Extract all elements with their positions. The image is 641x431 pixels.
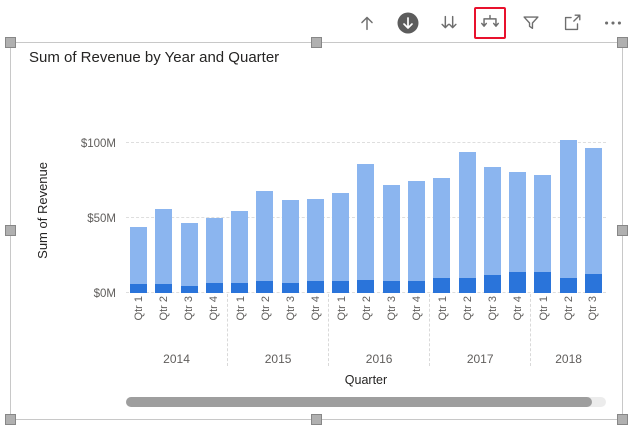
bar[interactable] (332, 192, 350, 293)
bar[interactable] (584, 147, 602, 293)
y-tick-label: $50M (87, 213, 116, 225)
bar-group-2018 (530, 128, 606, 293)
year-label: 2016 (365, 352, 393, 366)
bar[interactable] (231, 210, 249, 293)
focus-mode-icon[interactable] (556, 7, 588, 39)
label-group-2016: Qtr 1 Qtr 2 Qtr 3 Qtr 4 2016 (328, 294, 429, 366)
resize-handle-w[interactable] (5, 225, 16, 236)
resize-handle-e[interactable] (617, 225, 628, 236)
bar[interactable] (281, 200, 299, 293)
bar[interactable] (559, 140, 577, 293)
filter-icon[interactable] (515, 7, 547, 39)
plot-area: $0M $50M $100M (81, 128, 606, 300)
x-tick-label: Qtr 4 (511, 296, 524, 321)
resize-handle-s[interactable] (310, 414, 322, 425)
expand-all-down-one-level-icon[interactable] (474, 7, 506, 39)
bar[interactable] (458, 152, 476, 293)
x-tick-label: Qtr 3 (587, 296, 600, 321)
x-tick-label: Qtr 2 (259, 296, 272, 321)
bar[interactable] (155, 209, 173, 293)
x-tick-label: Qtr 4 (208, 296, 221, 321)
drill-up-icon[interactable] (351, 7, 383, 39)
resize-handle-nw[interactable] (5, 37, 16, 48)
bar[interactable] (180, 222, 198, 293)
bar[interactable] (306, 198, 324, 293)
year-label: 2014 (163, 352, 190, 366)
bar[interactable] (357, 164, 375, 293)
label-group-2015: Qtr 1 Qtr 2 Qtr 3 Qtr 4 2015 (227, 294, 328, 366)
year-label: 2018 (555, 352, 582, 366)
x-tick-label: Qtr 2 (461, 296, 474, 321)
resize-handle-n[interactable] (310, 37, 322, 48)
resize-handle-ne[interactable] (617, 37, 628, 48)
x-tick-label: Qtr 2 (157, 296, 170, 321)
bars-layer (126, 128, 606, 293)
x-tick-label: Qtr 1 (436, 296, 449, 321)
x-tick-label: Qtr 3 (284, 296, 297, 321)
x-axis-title: Quarter (344, 373, 388, 387)
bar[interactable] (433, 177, 451, 293)
drill-down-icon[interactable] (392, 7, 424, 39)
x-tick-label: Qtr 3 (385, 296, 398, 321)
visual-header-toolbar (351, 7, 629, 39)
gridline (126, 142, 606, 143)
x-tick-label: Qtr 1 (234, 296, 247, 321)
label-group-2014: Qtr 1 Qtr 2 Qtr 3 Qtr 4 2014 (126, 294, 227, 366)
label-group-2017: Qtr 1 Qtr 2 Qtr 3 Qtr 4 2017 (429, 294, 530, 366)
bar-group-2014 (126, 128, 227, 293)
y-tick-label: $100M (80, 138, 116, 150)
x-tick-label: Qtr 3 (183, 296, 196, 321)
bar[interactable] (483, 167, 501, 293)
bar[interactable] (509, 171, 527, 293)
year-label: 2015 (264, 352, 292, 366)
x-tick-label: Qtr 1 (537, 296, 550, 321)
bar[interactable] (408, 180, 426, 293)
x-tick-label: Qtr 2 (360, 296, 373, 321)
resize-handle-sw[interactable] (5, 414, 16, 425)
bar[interactable] (256, 191, 274, 293)
x-tick-label: Qtr 2 (562, 296, 575, 321)
chart-title: Sum of Revenue by Year and Quarter (29, 49, 280, 66)
bar[interactable] (534, 174, 552, 293)
go-to-next-level-icon[interactable] (433, 7, 465, 39)
bar[interactable] (205, 218, 223, 293)
horizontal-scrollbar[interactable] (126, 397, 606, 407)
y-tick-label: $0M (93, 288, 116, 300)
bar-group-2016 (328, 128, 429, 293)
year-label: 2017 (466, 352, 494, 366)
y-axis-title: Sum of Revenue (34, 162, 50, 259)
bar[interactable] (382, 185, 400, 293)
chart-visual[interactable]: Sum of Revenue by Year and Quarter Sum o… (5, 37, 628, 425)
bar[interactable] (130, 227, 148, 293)
x-tick-label: Qtr 1 (132, 296, 145, 321)
more-options-icon[interactable] (597, 7, 629, 39)
x-tick-label: Qtr 4 (309, 296, 322, 321)
scrollbar-thumb[interactable] (126, 397, 592, 407)
x-tick-label: Qtr 4 (410, 296, 423, 321)
x-tick-label: Qtr 1 (335, 296, 348, 321)
x-tick-label: Qtr 3 (486, 296, 499, 321)
bar-group-2015 (227, 128, 328, 293)
resize-handle-se[interactable] (617, 414, 628, 425)
bar-group-2017 (429, 128, 530, 293)
label-group-2018: Qtr 1 Qtr 2 Qtr 3 2018 (530, 294, 606, 366)
